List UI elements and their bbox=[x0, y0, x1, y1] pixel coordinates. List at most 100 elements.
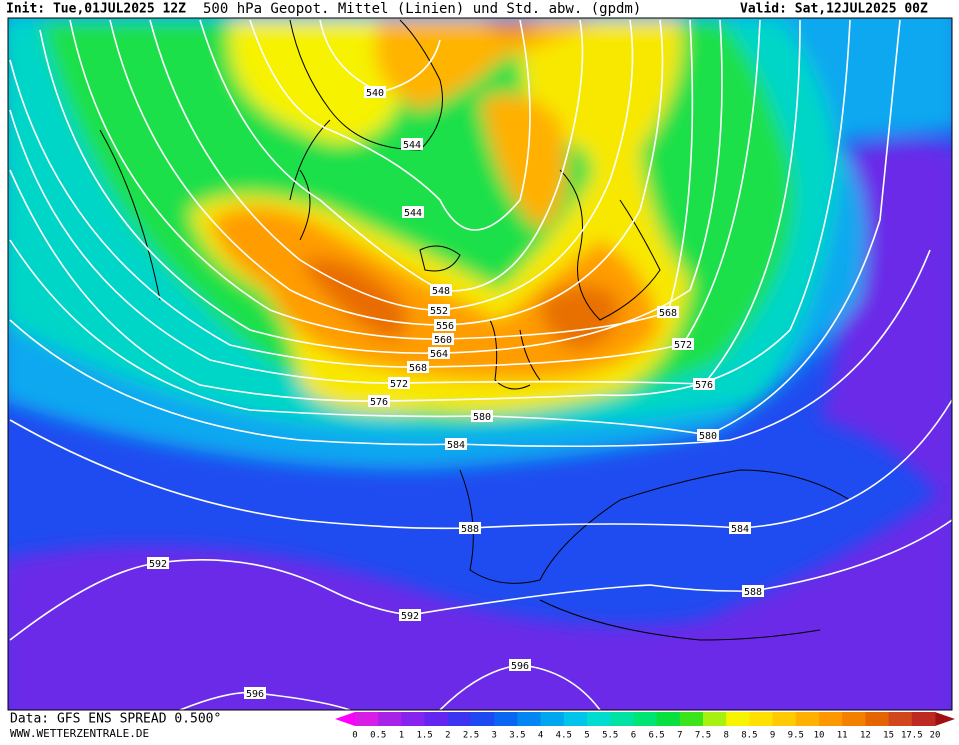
contour-label: 592 bbox=[401, 611, 419, 622]
colorbar-label: 9.5 bbox=[788, 731, 804, 741]
contour-label: 564 bbox=[430, 349, 448, 360]
colorbar-label: 0 bbox=[352, 731, 357, 741]
contour-label: 596 bbox=[246, 689, 264, 700]
colorbar: 0 0.5 1 1.5 2 2.5 3 3.5 4 4.5 5 5.5 6 6.5 7 7.5 8 8.5 9 9.5… bbox=[335, 712, 955, 741]
init-label: Init: Tue,01JUL2025 12Z bbox=[6, 2, 186, 17]
contour-label-bg bbox=[147, 557, 169, 569]
colorbar-label: 8.5 bbox=[741, 731, 757, 741]
contour-label: 568 bbox=[409, 363, 427, 374]
contour-label: 580 bbox=[699, 431, 717, 442]
contour-label: 584 bbox=[447, 440, 465, 451]
map-title: 500 hPa Geopot. Mittel (Linien) und Std.… bbox=[203, 1, 641, 17]
colorbar-label: 5 bbox=[584, 731, 589, 741]
colorbar-label: 0.5 bbox=[370, 731, 386, 741]
contour-label-bg bbox=[471, 410, 493, 422]
colorbar-swatch bbox=[587, 712, 611, 726]
colorbar-label: 7.5 bbox=[695, 731, 711, 741]
colorbar-label: 15 bbox=[883, 731, 894, 741]
colorbar-swatch bbox=[726, 712, 750, 726]
colorbar-label: 2 bbox=[445, 731, 450, 741]
colorbar-label: 20 bbox=[930, 731, 941, 741]
contour-label-bg bbox=[657, 306, 679, 318]
contour-labels: 5405445445485525565605645685725765805845… bbox=[147, 86, 764, 700]
contour-label-bg bbox=[434, 319, 456, 331]
colorbar-label: 6.5 bbox=[648, 731, 664, 741]
colorbar-swatch bbox=[842, 712, 866, 726]
valid-label: Valid: Sat,12JUL2025 00Z bbox=[740, 2, 928, 17]
contour-label: 572 bbox=[674, 340, 692, 351]
contour-label-bg bbox=[693, 378, 715, 390]
colorbar-label: 12 bbox=[860, 731, 871, 741]
colorbar-label: 10 bbox=[814, 731, 825, 741]
colorbar-swatch bbox=[795, 712, 820, 726]
contour-label-bg bbox=[742, 585, 764, 597]
colorbar-swatch bbox=[378, 712, 402, 726]
colorbar-swatch bbox=[447, 712, 472, 726]
colorbar-swatch bbox=[517, 712, 542, 726]
colorbar-swatch bbox=[540, 712, 565, 726]
contour-label: 540 bbox=[366, 88, 384, 99]
colorbar-arrow-left bbox=[335, 712, 355, 726]
colorbar-label: 8 bbox=[723, 731, 728, 741]
contour-label: 576 bbox=[695, 380, 713, 391]
contour-label-bg bbox=[672, 338, 694, 350]
colorbar-swatch bbox=[749, 712, 774, 726]
contour-label: 548 bbox=[432, 286, 450, 297]
colorbar-swatch bbox=[656, 712, 681, 726]
contour-label: 596 bbox=[511, 661, 529, 672]
contour-label-bg bbox=[445, 438, 467, 450]
contour-label: 544 bbox=[404, 208, 422, 219]
contour-label-bg bbox=[368, 395, 390, 407]
contour-label-bg bbox=[402, 206, 424, 218]
contour-label: 588 bbox=[744, 587, 762, 598]
contour-label-bg bbox=[401, 138, 423, 150]
colorbar-swatch bbox=[819, 712, 843, 726]
contour-label: 588 bbox=[461, 524, 479, 535]
contour-label-bg bbox=[364, 86, 386, 98]
colorbar-swatch bbox=[703, 712, 727, 726]
contour-label-bg bbox=[407, 361, 429, 373]
contour-label-bg bbox=[432, 333, 454, 345]
contour-label-bg bbox=[509, 659, 531, 671]
colorbar-label: 1.5 bbox=[416, 731, 432, 741]
colorbar-swatch bbox=[355, 712, 379, 726]
contour-label: 592 bbox=[149, 559, 167, 570]
colorbar-swatch bbox=[633, 712, 658, 726]
contour-label-bg bbox=[428, 304, 450, 316]
contour-label-bg bbox=[729, 522, 751, 534]
colorbar-swatch bbox=[888, 712, 913, 726]
contour-label-bg bbox=[388, 377, 410, 389]
colorbar-label: 3.5 bbox=[509, 731, 525, 741]
colorbar-label: 1 bbox=[399, 731, 404, 741]
colorbar-swatch bbox=[772, 712, 797, 726]
colorbar-swatch bbox=[911, 712, 936, 726]
colorbar-swatch bbox=[865, 712, 890, 726]
contour-label: 560 bbox=[434, 335, 452, 346]
contour-label: 572 bbox=[390, 379, 408, 390]
colorbar-swatch bbox=[471, 712, 495, 726]
contour-label: 556 bbox=[436, 321, 454, 332]
colorbar-swatch bbox=[563, 712, 588, 726]
site-label: WWW.WETTERZENTRALE.DE bbox=[10, 727, 149, 740]
colorbar-arrow-right bbox=[935, 712, 955, 726]
data-source: Data: GFS ENS SPREAD 0.500° bbox=[10, 712, 221, 727]
colorbar-label: 4.5 bbox=[556, 731, 572, 741]
contour-label: 576 bbox=[370, 397, 388, 408]
colorbar-label: 7 bbox=[677, 731, 682, 741]
colorbar-label: 2.5 bbox=[463, 731, 479, 741]
colorbar-swatch bbox=[424, 712, 449, 726]
contour-label: 552 bbox=[430, 306, 448, 317]
contour-label-bg bbox=[697, 429, 719, 441]
colorbar-label: 6 bbox=[631, 731, 636, 741]
colorbar-label: 5.5 bbox=[602, 731, 618, 741]
contour-label-bg bbox=[459, 522, 481, 534]
contour-label-bg bbox=[428, 347, 450, 359]
colorbar-label: 3 bbox=[491, 731, 496, 741]
contour-label: 544 bbox=[403, 140, 421, 151]
contour-label: 584 bbox=[731, 524, 749, 535]
colorbar-label: 17.5 bbox=[901, 731, 923, 741]
contour-label-bg bbox=[430, 284, 452, 296]
